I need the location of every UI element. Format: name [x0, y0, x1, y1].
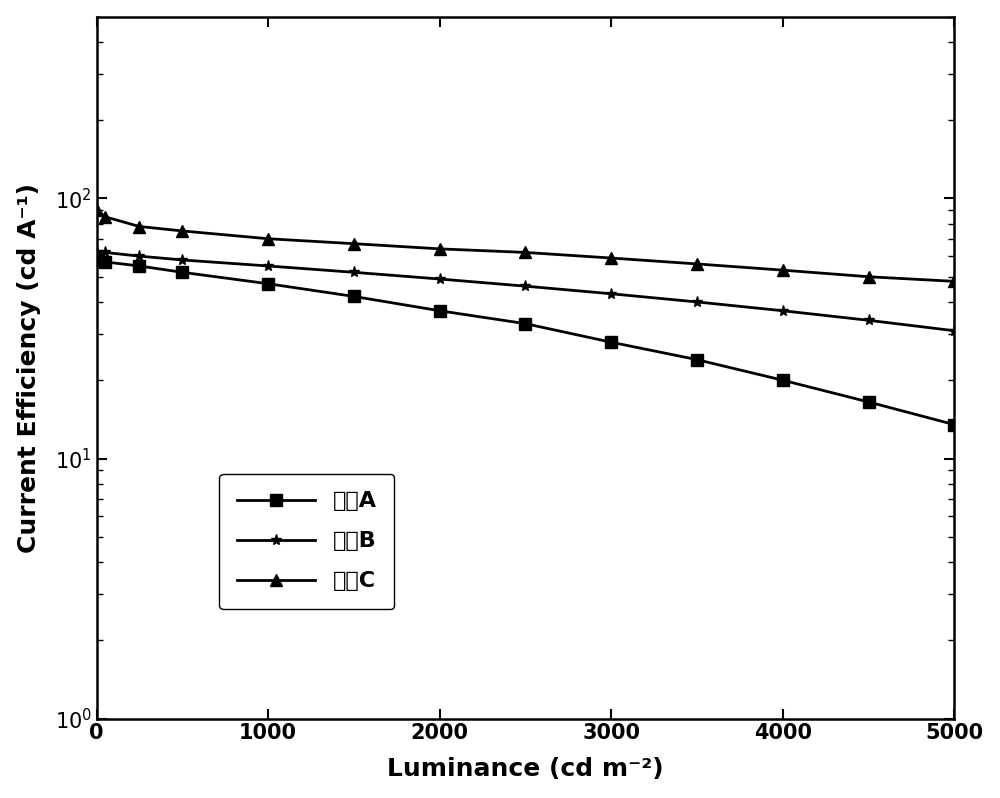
器件C — [691, 259, 703, 269]
器件B — [691, 297, 703, 306]
器件B — [133, 251, 145, 261]
器件C — [434, 244, 446, 254]
器件C — [91, 206, 103, 215]
器件C — [948, 277, 960, 286]
器件B — [777, 306, 789, 315]
器件A — [519, 319, 531, 329]
器件A — [863, 397, 875, 407]
器件C — [133, 222, 145, 231]
Legend: 器件A, 器件B, 器件C: 器件A, 器件B, 器件C — [219, 474, 394, 609]
器件B — [348, 267, 360, 277]
器件B — [176, 255, 188, 265]
器件B — [91, 247, 103, 257]
Line: 器件C: 器件C — [92, 205, 960, 287]
器件C — [99, 212, 111, 222]
器件A — [176, 267, 188, 277]
器件A — [605, 338, 617, 347]
器件C — [605, 253, 617, 263]
器件B — [434, 275, 446, 284]
器件A — [99, 257, 111, 267]
器件B — [948, 326, 960, 335]
器件B — [519, 282, 531, 291]
器件C — [262, 234, 274, 243]
X-axis label: Luminance (cd m⁻²): Luminance (cd m⁻²) — [387, 757, 664, 781]
器件A — [262, 279, 274, 289]
器件C — [519, 247, 531, 257]
器件B — [262, 261, 274, 271]
器件A — [133, 261, 145, 271]
器件A — [948, 420, 960, 429]
器件C — [777, 266, 789, 275]
器件B — [99, 247, 111, 257]
器件C — [348, 239, 360, 248]
器件B — [863, 315, 875, 325]
器件A — [91, 255, 103, 265]
器件A — [348, 291, 360, 301]
器件A — [777, 375, 789, 385]
Line: 器件A: 器件A — [92, 255, 960, 430]
器件A — [691, 355, 703, 365]
器件B — [605, 289, 617, 298]
器件C — [176, 226, 188, 235]
Line: 器件B: 器件B — [92, 247, 960, 336]
器件C — [863, 272, 875, 282]
Y-axis label: Current Efficiency (cd A⁻¹): Current Efficiency (cd A⁻¹) — [17, 183, 41, 553]
器件A — [434, 306, 446, 315]
